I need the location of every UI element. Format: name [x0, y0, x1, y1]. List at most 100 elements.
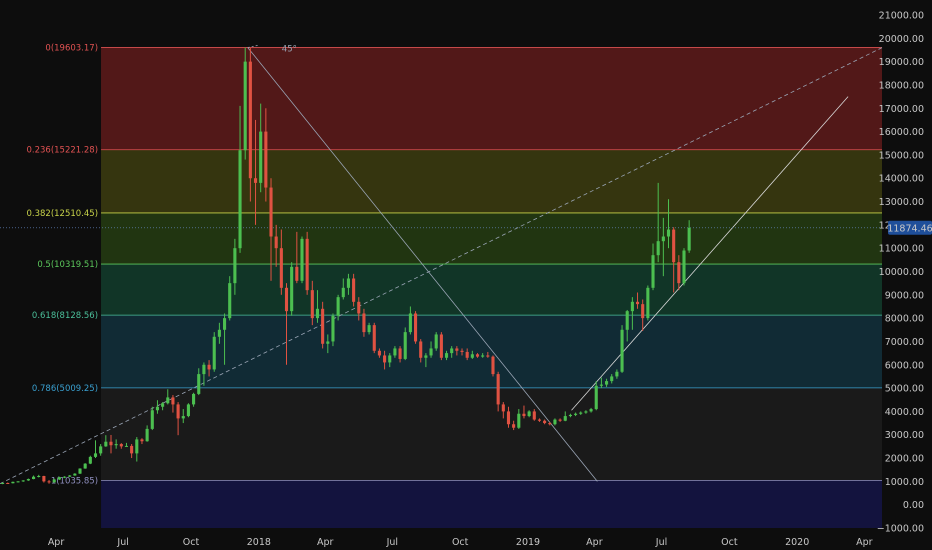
candle-body [548, 423, 552, 425]
x-tick-label: Jul [386, 537, 398, 548]
candle-body [444, 353, 449, 358]
fib-label-0: 0(19603.17) [45, 44, 98, 54]
candle-body [217, 329, 221, 337]
fib-label-1: 1(1035.85) [51, 477, 98, 487]
fib-label-0.618: 0.618(8128.56) [32, 311, 98, 321]
y-tick-label: 14000.00 [879, 174, 924, 185]
candle-body [372, 325, 376, 351]
time-axis[interactable]: Apr Jul Oct 2018 Apr Jul Oct 2019 Apr Jul Oct 2020 A… [48, 537, 873, 548]
candle-body [434, 334, 438, 349]
candle-body [104, 441, 108, 447]
candle-body [1, 482, 5, 484]
candle-body [687, 227, 691, 251]
candle-body [93, 453, 98, 457]
candle-body [362, 313, 366, 333]
candle-body [264, 131, 268, 188]
y-tick-label: 10000.00 [879, 267, 924, 278]
fib-band-0.236 [101, 149, 883, 213]
candle-body [62, 476, 67, 478]
candle-body [207, 364, 211, 370]
candle-body [522, 413, 526, 417]
x-tick-label: Apr [48, 537, 65, 548]
candle-body [155, 406, 159, 411]
y-tick-label: 4000.00 [885, 407, 924, 418]
candle-body [635, 301, 640, 305]
y-tick-label: 20000.00 [879, 34, 924, 45]
candle-body [11, 481, 15, 484]
trendline-peak-to-bottom[interactable] [247, 47, 598, 482]
y-tick-label: 21000.00 [879, 10, 924, 21]
candle-body [568, 414, 572, 417]
candle-body [109, 441, 113, 446]
candle-body [377, 350, 381, 356]
fib-band-0 [101, 47, 883, 150]
candle-body [625, 311, 629, 330]
candle-body [620, 329, 624, 372]
candle-body [16, 481, 20, 483]
candle-body [114, 444, 118, 446]
candle-body [279, 248, 283, 288]
last-price-label: 11874.46 [887, 223, 932, 234]
candle-body [181, 416, 185, 419]
candle-body [651, 255, 655, 288]
candle-body [677, 262, 681, 284]
candle-body [475, 354, 480, 357]
candle-body [274, 236, 278, 249]
candle-body [248, 61, 252, 179]
candle-body [496, 374, 500, 405]
candle-body [223, 318, 227, 330]
candle-body [470, 354, 474, 358]
candle-body [408, 313, 412, 333]
candle-body [439, 334, 443, 358]
candle-body [429, 348, 433, 356]
x-tick-label: Apr [586, 537, 603, 548]
candle-body [506, 411, 511, 425]
candle-body [666, 229, 671, 237]
x-tick-label: Apr [856, 537, 873, 548]
candle-body [599, 384, 603, 386]
candle-body [346, 278, 350, 288]
candle-body [83, 463, 87, 469]
candle-body [68, 475, 72, 477]
candle-body [532, 411, 536, 420]
price-axis[interactable]: −1000.00 0.00 1000.00 2000.00 3000.00 4000.00… [877, 10, 924, 534]
fib-label-0.786: 0.786(5009.25) [32, 384, 98, 394]
x-tick-label: 2018 [247, 537, 271, 548]
trendline-layer[interactable]: 45° [0, 44, 883, 485]
angle-label: 45° [282, 45, 297, 55]
x-tick-label: Jul [655, 537, 667, 548]
candle-body [326, 341, 330, 344]
candle-body [543, 420, 547, 424]
candle-body [119, 444, 123, 447]
y-tick-label: 3000.00 [885, 430, 924, 441]
candle-body [512, 424, 516, 428]
candle-body [130, 445, 134, 454]
candle-body [558, 419, 562, 421]
candle-body [78, 468, 82, 474]
candle-body [414, 313, 418, 342]
candle-body [630, 301, 634, 312]
fibonacci-retracement[interactable]: 0(19603.17) 0.236(15221.28) 0.382(12510.45… [27, 44, 883, 528]
candle-body [192, 393, 196, 405]
candle-body [357, 301, 361, 314]
trendline-angle-ray[interactable] [247, 44, 259, 48]
candle-body [419, 341, 423, 358]
fib-band-0.786 [101, 387, 883, 481]
trendline-long-dashed[interactable] [0, 47, 883, 485]
candle-body [124, 445, 129, 447]
candle-body [537, 419, 541, 421]
candle-body [656, 241, 660, 256]
trendline-2019-uptrend[interactable] [571, 96, 849, 411]
candle-body [403, 332, 407, 359]
candle-body [135, 439, 139, 454]
candle-body [615, 371, 619, 377]
candle-body [140, 439, 144, 442]
y-tick-label: 7000.00 [885, 337, 924, 348]
candle-body [259, 131, 263, 183]
candle-body [176, 404, 180, 419]
y-tick-label: 8000.00 [885, 314, 924, 325]
candle-body [574, 413, 578, 415]
candle-body [150, 410, 154, 429]
candle-body [228, 283, 232, 319]
